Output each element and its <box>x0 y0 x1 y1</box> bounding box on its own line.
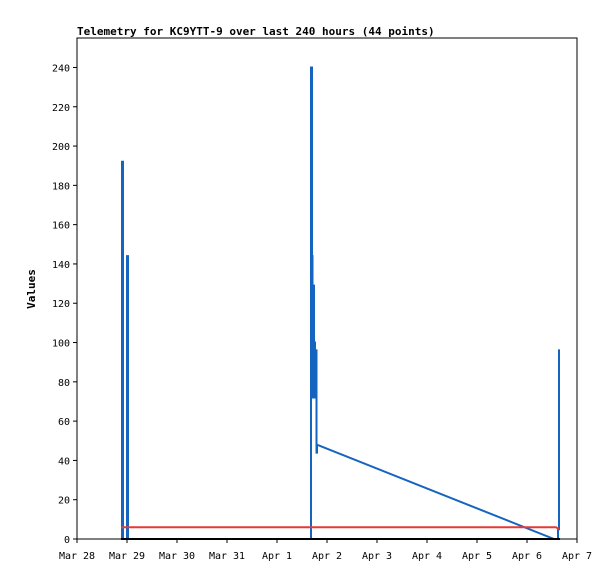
y-tick-label: 80 <box>58 378 70 389</box>
x-tick-label: Apr 3 <box>362 551 392 562</box>
y-tick-label: 140 <box>52 260 70 271</box>
y-axis-title: Values <box>25 269 38 309</box>
y-tick-label: 120 <box>52 299 70 310</box>
y-tick-label: 60 <box>58 417 70 428</box>
x-tick-label: Mar 30 <box>159 551 195 562</box>
y-tick-label: 220 <box>52 103 70 114</box>
x-tick-label: Apr 5 <box>462 551 492 562</box>
y-tick-label: 160 <box>52 221 70 232</box>
x-axis: Mar 28 Mar 29 Mar 30 Mar 31 Apr 1 Apr 2 Apr 3 A… <box>59 539 592 562</box>
x-tick-label: Mar 31 <box>209 551 245 562</box>
series-line-1 <box>121 66 560 540</box>
x-tick-label: Mar 28 <box>59 551 95 562</box>
y-tick-label: 200 <box>52 142 70 153</box>
y-tick-label: 180 <box>52 181 70 192</box>
x-tick-label: Apr 1 <box>262 551 292 562</box>
y-axis: 0 20 40 60 80 100 120 140 160 180 200 220 240 <box>52 63 77 546</box>
x-tick-label: Apr 4 <box>412 551 442 562</box>
x-tick-label: Apr 2 <box>312 551 342 562</box>
y-tick-label: 20 <box>58 496 70 507</box>
plot-area-frame <box>76 37 578 540</box>
chart-title: Telemetry for KC9YTT-9 over last 240 hou… <box>77 25 435 38</box>
y-tick-label: 240 <box>52 63 70 74</box>
y-tick-label: 40 <box>58 456 70 467</box>
x-tick-label: Apr 6 <box>512 551 542 562</box>
y-tick-label: 100 <box>52 339 70 350</box>
series-layer <box>121 66 560 540</box>
x-tick-label: Apr 7 <box>562 551 592 562</box>
y-tick-label: 0 <box>64 535 70 546</box>
x-tick-label: Mar 29 <box>109 551 145 562</box>
series-line-2 <box>121 526 560 531</box>
